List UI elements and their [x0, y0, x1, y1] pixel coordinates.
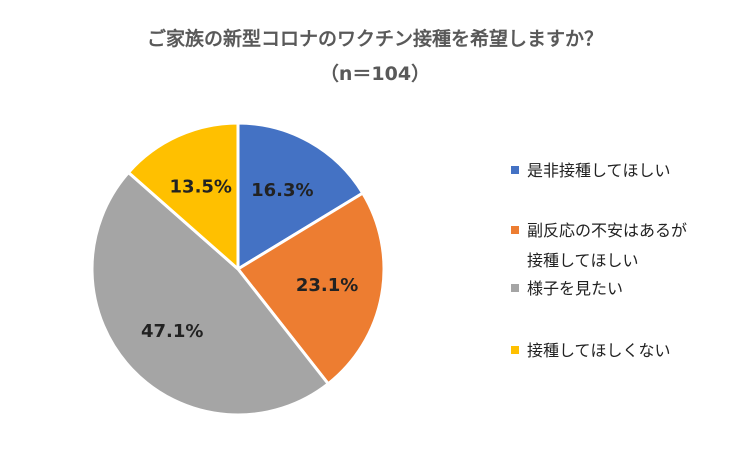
legend-swatch: [511, 166, 519, 174]
data-label: 13.5%: [170, 176, 232, 197]
pie-slice: [126, 121, 240, 271]
pie-slice: [236, 121, 365, 271]
pie-slices: [90, 121, 386, 417]
pie-slice: [236, 191, 386, 386]
data-label: 47.1%: [141, 321, 203, 342]
legend-swatch: [511, 346, 519, 354]
legend: 是非接種してほしい副反応の不安はあるが接種してほしい様子を見たい接種してほしくな…: [511, 161, 687, 360]
pie-slice: [90, 170, 330, 417]
legend-label: 副反応の不安はあるが: [527, 221, 687, 240]
data-label: 23.1%: [296, 275, 358, 296]
data-label: 16.3%: [251, 180, 313, 201]
data-labels: 16.3% 23.1% 47.1% 13.5%: [141, 176, 358, 342]
legend-swatch: [511, 226, 519, 234]
chart-subtitle: （n＝104）: [320, 62, 430, 85]
legend-label: 接種してほしくない: [527, 341, 671, 360]
legend-swatch: [511, 284, 519, 292]
legend-label: 様子を見たい: [527, 279, 623, 298]
legend-label: 接種してほしい: [527, 251, 639, 270]
chart-title: ご家族の新型コロナのワクチン接種を希望しますか？: [147, 27, 603, 50]
legend-label: 是非接種してほしい: [527, 161, 671, 180]
